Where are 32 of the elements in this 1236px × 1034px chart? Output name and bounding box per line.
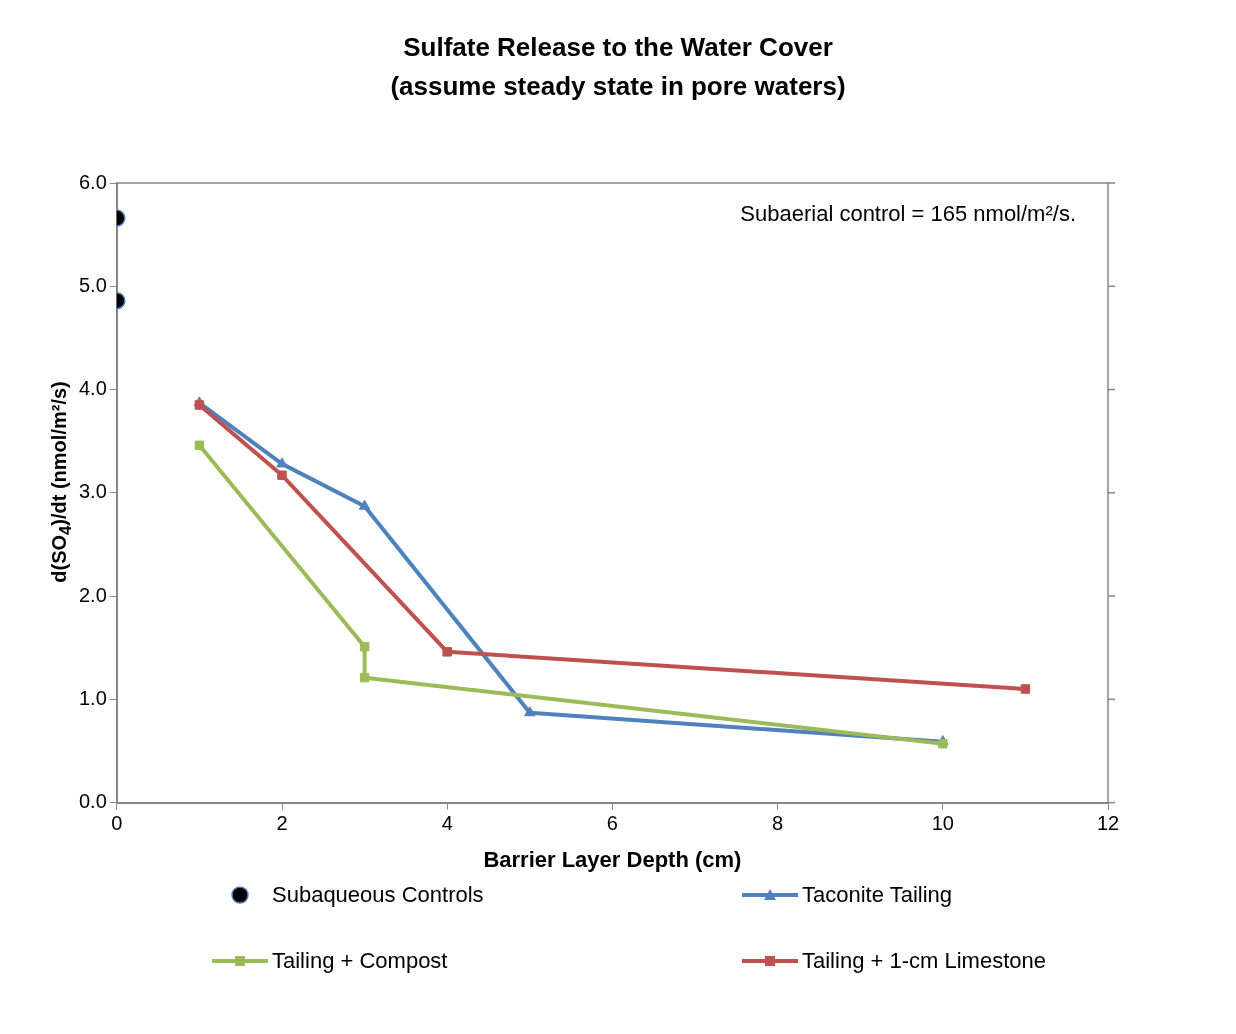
point [194,400,205,410]
point [277,470,287,480]
legend-label: Tailing + 1-cm Limestone [802,948,1046,974]
y-tick-label: 6.0 [78,170,107,193]
y-tick-label: 5.0 [78,273,107,296]
x-tick-label: 2 [276,812,288,835]
x-tick-label: 10 [931,812,954,835]
y-tick-label: 1.0 [78,686,107,709]
y-tick-label: 2.0 [78,583,107,606]
annotation: Subaerial control = 165 nmol/m²/s. [740,201,1076,227]
point [524,706,536,717]
legend-label: Taconite Tailing [802,882,953,908]
legend-label: Subaqueous Controls [272,882,484,908]
y-tick-label: 3.0 [78,480,107,503]
point [938,739,948,749]
y-tick-label: 0.0 [78,790,107,813]
chart-title: Sulfate Release to the Water Cover [402,31,834,64]
point [359,641,370,652]
x-axis-title: Barrier Layer Depth (cm) [483,846,742,872]
x-tick-label: 12 [1096,812,1120,835]
legend-label: Tailing + Compost [272,948,448,974]
x-tick-label: 6 [606,812,618,835]
point [359,672,370,683]
x-tick-label: 8 [772,812,784,835]
y-tick-label: 4.0 [78,377,107,400]
point [442,647,452,657]
chart-subtitle: (assume steady state in pore waters) [389,70,847,103]
x-tick-label: 0 [111,812,123,835]
point [358,499,371,510]
point [1020,684,1031,694]
point [194,440,205,451]
x-tick-label: 4 [441,812,453,835]
